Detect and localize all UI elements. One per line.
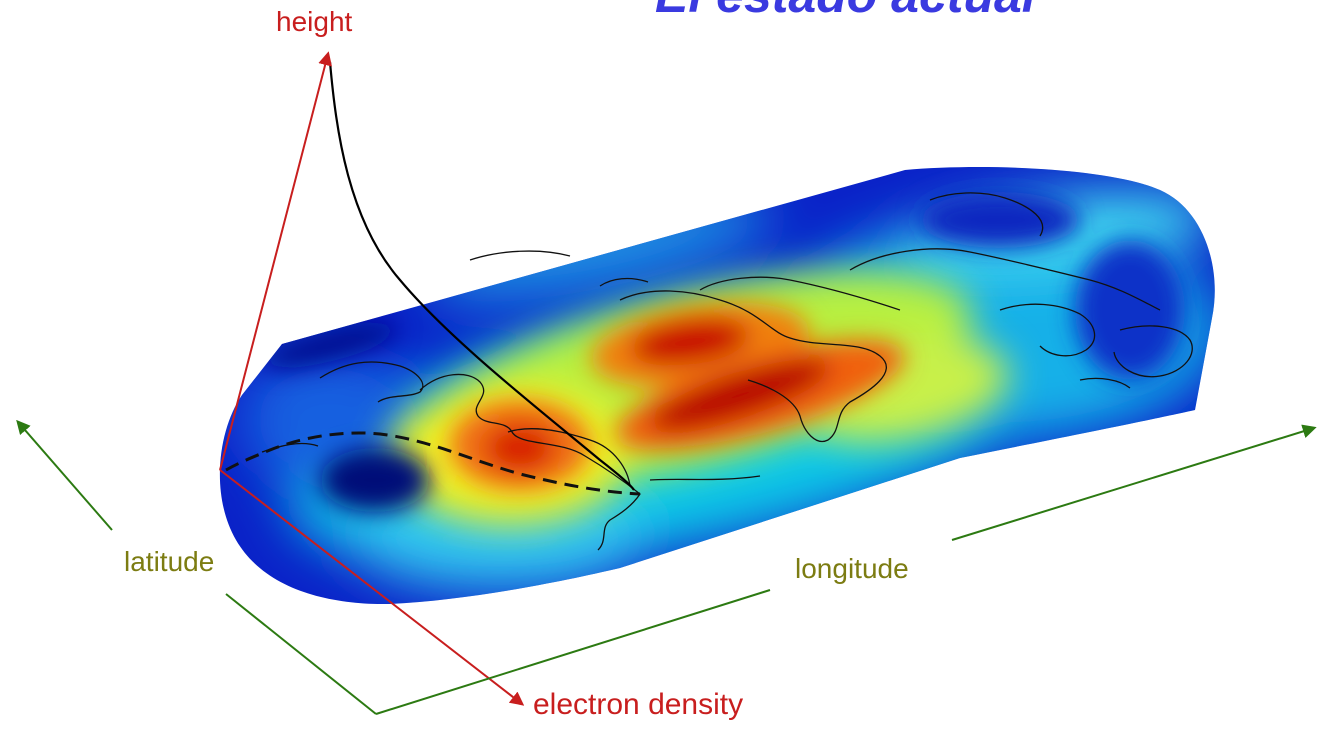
longitude-axis-upper [951,424,1317,541]
latitude-axis-lower [225,593,377,715]
profile-curve [328,61,635,491]
electron-density-axis-label: electron density [533,688,744,721]
density-surface [219,167,1215,605]
latitude-axis-label: latitude [124,546,215,577]
longitude-axis-lower [375,589,771,715]
height-axis [219,51,332,471]
slide-title: El estado actual [655,0,1036,24]
dashed-equator-line [225,431,641,496]
coastlines [261,192,1193,551]
latitude-axis-upper [16,419,113,531]
electron-density-axis [219,469,525,706]
height-axis-label: height [276,6,353,37]
longitude-axis-label: longitude [795,553,909,584]
